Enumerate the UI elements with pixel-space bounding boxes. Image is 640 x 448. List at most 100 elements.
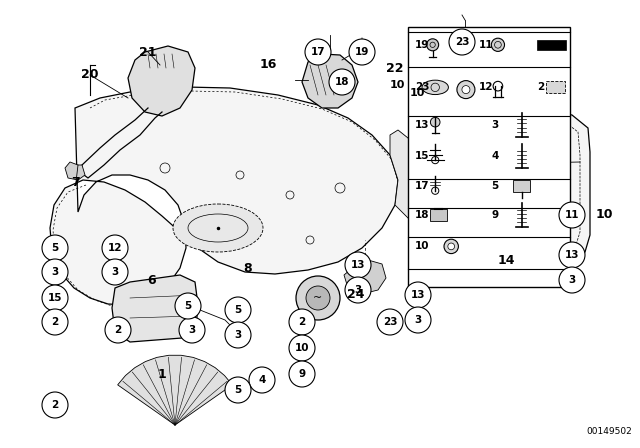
Polygon shape (128, 46, 195, 116)
Circle shape (225, 297, 251, 323)
Text: 21: 21 (140, 46, 157, 59)
Circle shape (105, 317, 131, 343)
Circle shape (405, 282, 431, 308)
Polygon shape (440, 36, 498, 100)
Polygon shape (418, 108, 590, 268)
Circle shape (175, 293, 201, 319)
Bar (513, 180, 530, 192)
Text: 9: 9 (298, 369, 305, 379)
Text: 17: 17 (310, 47, 325, 57)
Text: 6: 6 (148, 273, 156, 287)
Circle shape (427, 39, 438, 51)
Text: 23: 23 (415, 82, 429, 92)
Circle shape (431, 117, 440, 127)
Circle shape (42, 235, 68, 261)
Circle shape (449, 29, 475, 55)
Circle shape (42, 285, 68, 311)
Text: 18: 18 (415, 210, 429, 220)
Circle shape (305, 39, 331, 65)
Circle shape (42, 392, 68, 418)
Text: 00149502: 00149502 (586, 427, 632, 436)
Circle shape (559, 267, 585, 293)
Circle shape (559, 202, 585, 228)
Circle shape (225, 377, 251, 403)
Text: ~: ~ (314, 293, 323, 303)
Text: 22: 22 (387, 61, 404, 74)
Text: 4: 4 (259, 375, 266, 385)
Circle shape (306, 286, 330, 310)
Text: 5: 5 (51, 243, 59, 253)
Circle shape (102, 259, 128, 285)
Text: 24: 24 (348, 289, 365, 302)
Text: 10: 10 (295, 343, 309, 353)
Polygon shape (344, 260, 386, 294)
Text: 5: 5 (184, 301, 191, 311)
Polygon shape (112, 275, 198, 342)
Circle shape (345, 252, 371, 278)
Circle shape (405, 307, 431, 333)
Text: 3: 3 (355, 285, 362, 295)
Text: 14: 14 (497, 254, 515, 267)
Text: 9: 9 (492, 210, 499, 220)
Text: 11: 11 (564, 210, 579, 220)
Text: 20: 20 (81, 69, 99, 82)
Text: 3: 3 (414, 315, 422, 325)
Text: 3: 3 (234, 330, 242, 340)
Text: 13: 13 (351, 260, 365, 270)
Circle shape (102, 235, 128, 261)
Bar (546, 82, 565, 93)
Text: 2: 2 (298, 317, 306, 327)
Circle shape (349, 39, 375, 65)
Text: 2: 2 (115, 325, 122, 335)
Polygon shape (50, 87, 398, 305)
Circle shape (289, 361, 315, 387)
Bar (538, 40, 566, 50)
Text: 23: 23 (383, 317, 397, 327)
Text: 19: 19 (355, 47, 369, 57)
Text: 3: 3 (568, 275, 575, 285)
Text: 2: 2 (51, 317, 59, 327)
Text: 1: 1 (157, 369, 166, 382)
Text: 17: 17 (415, 181, 429, 191)
Text: 13: 13 (411, 290, 425, 300)
Circle shape (296, 276, 340, 320)
Circle shape (448, 243, 454, 250)
Text: 3: 3 (51, 267, 59, 277)
Circle shape (444, 239, 458, 254)
Text: 15: 15 (48, 293, 62, 303)
Circle shape (249, 367, 275, 393)
Circle shape (329, 69, 355, 95)
Text: 3: 3 (111, 267, 118, 277)
Text: 12: 12 (108, 243, 122, 253)
Text: 10: 10 (595, 208, 612, 221)
Text: 11: 11 (479, 40, 493, 50)
Text: 5: 5 (234, 305, 242, 315)
Text: 3: 3 (492, 120, 499, 129)
Bar (408, 27, 570, 287)
Circle shape (42, 259, 68, 285)
Text: 3: 3 (188, 325, 196, 335)
Ellipse shape (173, 204, 263, 252)
Polygon shape (118, 355, 232, 425)
Text: 23: 23 (455, 37, 469, 47)
Ellipse shape (422, 80, 449, 95)
Bar (430, 209, 447, 221)
Circle shape (462, 86, 470, 94)
Text: 18: 18 (335, 77, 349, 87)
Circle shape (289, 335, 315, 361)
Circle shape (457, 81, 475, 99)
Text: 2: 2 (51, 400, 59, 410)
Text: 8: 8 (244, 262, 252, 275)
Text: 19: 19 (415, 40, 429, 50)
Circle shape (559, 242, 585, 268)
Text: 10: 10 (410, 88, 425, 98)
Circle shape (492, 38, 504, 52)
Text: 2: 2 (538, 82, 545, 92)
Text: 4: 4 (492, 151, 499, 161)
Polygon shape (390, 130, 418, 240)
Text: 13: 13 (415, 120, 429, 129)
Text: 15: 15 (415, 151, 429, 161)
Text: 7: 7 (72, 176, 81, 189)
Circle shape (42, 309, 68, 335)
Text: 10: 10 (390, 80, 405, 90)
